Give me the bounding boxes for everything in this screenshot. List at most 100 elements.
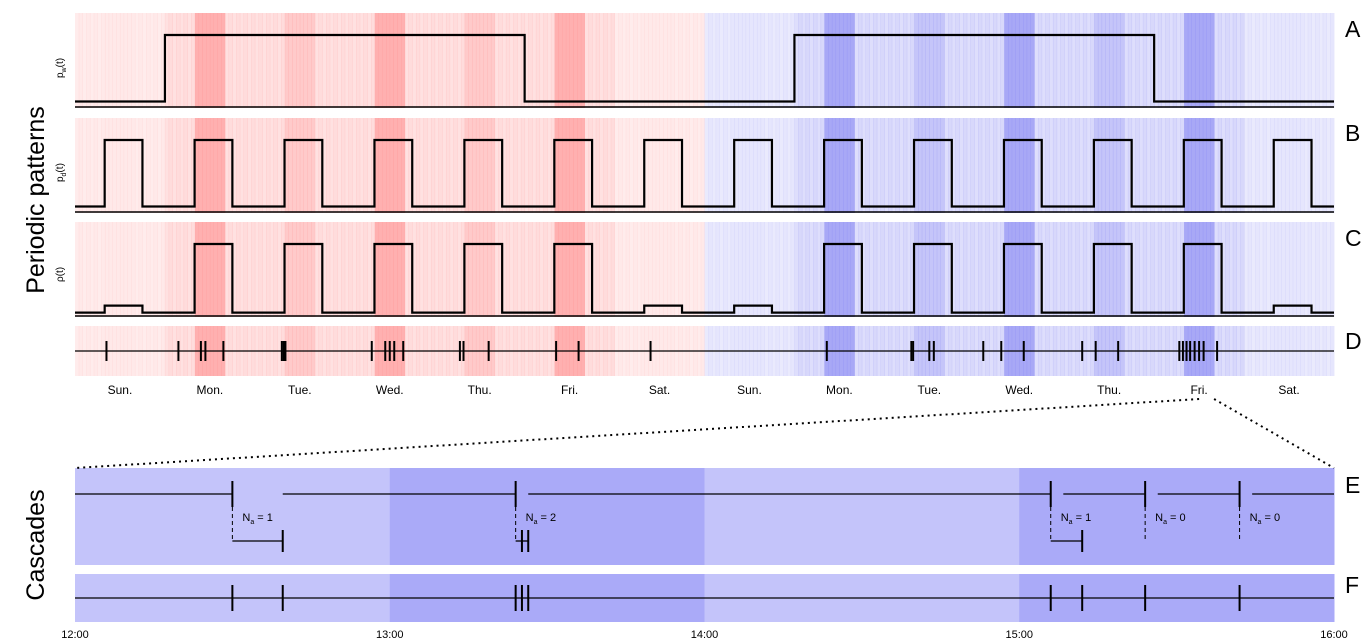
hour-band-b: [1082, 118, 1088, 213]
panel-label-c: C: [1345, 225, 1362, 251]
hour-band-a: [786, 13, 792, 108]
hour-band-b: [790, 118, 795, 213]
hour-band-b: [1251, 118, 1256, 213]
hour-band-c: [299, 222, 304, 317]
hour-band-a: [1225, 13, 1230, 108]
hour-band-c: [1210, 222, 1215, 317]
hour-band-c: [959, 222, 964, 317]
panel-label-b: B: [1345, 120, 1360, 146]
hour-band-a: [430, 13, 436, 108]
hour-band-a: [86, 13, 91, 108]
hour-band-c: [318, 222, 323, 317]
hour-band-b: [1086, 118, 1091, 213]
hour-band-a: [262, 13, 267, 108]
hour-band-b: [337, 118, 342, 213]
hour-band-a: [1161, 13, 1166, 108]
hour-band-a: [475, 13, 481, 108]
hour-band-b: [344, 118, 349, 213]
hour-band-b: [494, 118, 499, 213]
hour-band-c: [1034, 222, 1039, 317]
hour-band-a: [239, 13, 245, 108]
hour-band-a: [176, 13, 181, 108]
hour-band-b: [224, 118, 230, 213]
hour-band-b: [1262, 118, 1267, 213]
hour-band-b: [745, 118, 750, 213]
hour-band-c: [1184, 222, 1189, 317]
hour-band-b: [1008, 118, 1013, 213]
hour-band-b: [1056, 118, 1061, 213]
hour-band-c: [457, 222, 462, 317]
hour-band-c: [423, 222, 428, 317]
hour-band-c: [618, 222, 623, 317]
hour-band-b: [652, 118, 657, 213]
hour-band-b: [779, 118, 784, 213]
hour-band-a: [524, 13, 529, 108]
hour-band-a: [625, 13, 630, 108]
hour-band-c: [1165, 222, 1170, 317]
hour-band-a: [266, 13, 271, 108]
hour-band-b: [970, 118, 975, 213]
hour-band-a: [790, 13, 795, 108]
hour-band-b: [880, 118, 885, 213]
hour-band-a: [490, 13, 496, 108]
hour-band-a: [768, 13, 773, 108]
hour-band-a: [906, 13, 911, 108]
hour-band-c: [273, 222, 278, 317]
hour-band-a: [224, 13, 230, 108]
hour-band-a: [966, 13, 971, 108]
hour-band-b: [374, 118, 379, 213]
hour-band-a: [389, 13, 394, 108]
hour-band-b: [475, 118, 481, 213]
hour-band-b: [670, 118, 675, 213]
hour-band-c: [981, 222, 986, 317]
hour-band-a: [412, 13, 417, 108]
hour-band-a: [494, 13, 499, 108]
hour-band-b: [142, 118, 147, 213]
hour-band-c: [1154, 222, 1159, 317]
hour-band-a: [1172, 13, 1178, 108]
hour-tick-label: 15:00: [1005, 629, 1033, 641]
hour-band-c: [816, 222, 822, 317]
hour-band-c: [464, 222, 469, 317]
hour-band-c: [543, 222, 548, 317]
hour-band-a: [202, 13, 207, 108]
hour-band-c: [918, 222, 923, 317]
hour-band-a: [734, 13, 739, 108]
hour-band-c: [378, 222, 383, 317]
hour-band-b: [933, 118, 938, 213]
hour-band-a: [89, 13, 95, 108]
hour-band-a: [820, 13, 825, 108]
hour-band-a: [356, 13, 361, 108]
hour-band-a: [580, 13, 585, 108]
hour-band-a: [685, 13, 690, 108]
hour-band-c: [1064, 222, 1069, 317]
hour-band-b: [412, 118, 417, 213]
hour-band-c: [764, 222, 769, 317]
hour-band-c: [1056, 222, 1061, 317]
hour-band-c: [164, 222, 170, 317]
hour-band-a: [618, 13, 623, 108]
hour-band-c: [127, 222, 132, 317]
hour-band-c: [397, 222, 402, 317]
hour-band-b: [678, 118, 683, 213]
marks-layer: Na = 1 Na = 2 Na = 1 Na = 0 Na = 0: [74, 33, 1335, 611]
periodic-patterns-label: Periodic patterns: [22, 106, 50, 294]
hour-band-c: [206, 222, 211, 317]
hour-band-c: [640, 222, 645, 317]
hour-band-b: [963, 118, 968, 213]
hour-band-a: [1244, 13, 1249, 108]
hour-band-b: [149, 118, 155, 213]
hour-band-c: [715, 222, 720, 317]
hour-band-c: [232, 222, 237, 317]
hour-band-b: [1330, 118, 1335, 213]
hour-band-c: [794, 222, 799, 317]
hour-band-b: [861, 118, 867, 213]
hour-band-b: [479, 118, 484, 213]
hour-band-b: [194, 118, 200, 213]
hour-band-b: [749, 118, 754, 213]
hour-band-a: [93, 13, 98, 108]
hour-band-c: [1060, 222, 1065, 317]
hour-band-b: [97, 118, 102, 213]
hour-band-c: [663, 222, 668, 317]
hour-band-b: [835, 118, 840, 213]
